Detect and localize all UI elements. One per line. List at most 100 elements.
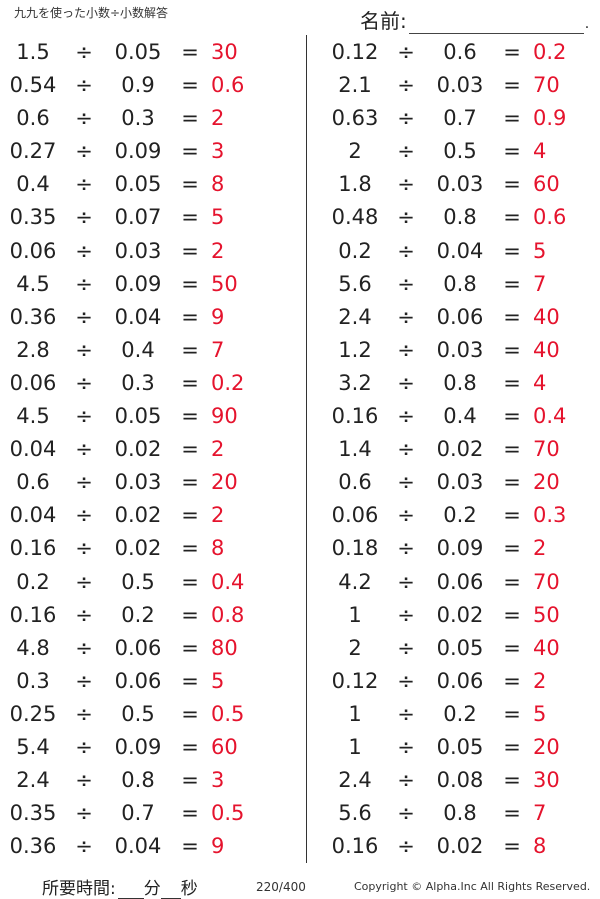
dividend: 4.2 [338, 569, 372, 594]
divisor: 0.02 [114, 503, 162, 528]
name-label: 名前: [360, 9, 407, 33]
problem-row: 0.2 ÷ 0.04 = 5 [322, 235, 600, 268]
dividend: 0.63 [331, 106, 379, 131]
dividend: 0.6 [16, 106, 50, 131]
dividend: 0.16 [9, 536, 57, 561]
page-number: 220/400 [256, 880, 306, 894]
problem-row: 3.2 ÷ 0.8 = 4 [322, 367, 600, 400]
problem-row: 0.3 ÷ 0.06 = 5 [0, 665, 300, 698]
problem-row: 0.16 ÷ 0.2 = 0.8 [0, 599, 300, 632]
dividend: 3.2 [338, 370, 372, 395]
equals-sign: = [181, 205, 199, 230]
divisor: 0.03 [436, 337, 484, 362]
problem-row: 4.2 ÷ 0.06 = 70 [322, 566, 600, 599]
problem-row: 0.12 ÷ 0.6 = 0.2 [322, 36, 600, 69]
divisor: 0.8 [443, 271, 477, 296]
problem-row: 1 ÷ 0.2 = 5 [322, 698, 600, 731]
dividend: 0.25 [9, 701, 57, 726]
divide-sign: ÷ [397, 668, 415, 693]
divide-sign: ÷ [397, 238, 415, 263]
answer: 4 [533, 370, 547, 395]
divide-sign: ÷ [397, 470, 415, 495]
name-dot: . [584, 16, 590, 32]
divide-sign: ÷ [75, 139, 93, 164]
divisor: 0.3 [121, 106, 155, 131]
answer: 0.9 [533, 106, 567, 131]
dividend: 0.16 [9, 602, 57, 627]
worksheet-title: 九九を使った小数÷小数解答 [14, 6, 169, 20]
problem-row: 0.27 ÷ 0.09 = 3 [0, 135, 300, 168]
answer: 7 [533, 271, 547, 296]
time-taken-field: 所要時間: 分秒 [42, 874, 198, 899]
divisor: 0.08 [436, 768, 484, 793]
answer: 0.4 [211, 569, 245, 594]
divide-sign: ÷ [397, 701, 415, 726]
dividend: 1 [348, 701, 362, 726]
problem-row: 0.36 ÷ 0.04 = 9 [0, 301, 300, 334]
dividend: 0.4 [16, 172, 50, 197]
answer: 5 [533, 238, 547, 263]
dividend: 0.36 [9, 834, 57, 859]
divisor: 0.7 [121, 801, 155, 826]
divide-sign: ÷ [397, 304, 415, 329]
divide-sign: ÷ [75, 73, 93, 98]
divide-sign: ÷ [397, 602, 415, 627]
dividend: 0.2 [16, 569, 50, 594]
equals-sign: = [181, 337, 199, 362]
problem-row: 0.16 ÷ 0.02 = 8 [0, 532, 300, 565]
divisor: 0.06 [436, 668, 484, 693]
problem-row: 0.6 ÷ 0.03 = 20 [0, 466, 300, 499]
dividend: 2 [348, 635, 362, 660]
answer: 60 [211, 734, 238, 759]
answer: 20 [533, 470, 560, 495]
equals-sign: = [503, 503, 521, 528]
divide-sign: ÷ [397, 106, 415, 131]
answer: 0.4 [533, 404, 567, 429]
answer: 8 [533, 834, 547, 859]
dividend: 4.8 [16, 635, 50, 660]
problem-row: 1 ÷ 0.02 = 50 [322, 599, 600, 632]
problem-row: 1.2 ÷ 0.03 = 40 [322, 334, 600, 367]
problem-row: 0.6 ÷ 0.3 = 2 [0, 102, 300, 135]
problem-row: 4.5 ÷ 0.05 = 90 [0, 400, 300, 433]
dividend: 0.6 [338, 470, 372, 495]
dividend: 0.16 [331, 834, 379, 859]
divide-sign: ÷ [397, 139, 415, 164]
answer: 0.8 [211, 602, 245, 627]
answer: 9 [211, 304, 225, 329]
equals-sign: = [503, 73, 521, 98]
divide-sign: ÷ [397, 569, 415, 594]
divisor: 0.05 [436, 734, 484, 759]
equals-sign: = [181, 470, 199, 495]
divisor: 0.07 [114, 205, 162, 230]
equals-sign: = [181, 304, 199, 329]
equals-sign: = [503, 834, 521, 859]
name-blank-line[interactable] [408, 15, 584, 34]
answer: 8 [211, 536, 225, 561]
divide-sign: ÷ [75, 635, 93, 660]
problem-row: 0.54 ÷ 0.9 = 0.6 [0, 69, 300, 102]
divisor: 0.04 [436, 238, 484, 263]
answer: 9 [211, 834, 225, 859]
seconds-blank[interactable] [160, 882, 181, 899]
problem-row: 0.12 ÷ 0.06 = 2 [322, 665, 600, 698]
answer: 4 [533, 139, 547, 164]
minutes-blank[interactable] [117, 882, 144, 899]
dividend: 1 [348, 602, 362, 627]
divisor: 0.9 [121, 73, 155, 98]
problem-row: 0.18 ÷ 0.09 = 2 [322, 532, 600, 565]
equals-sign: = [503, 139, 521, 164]
answer: 2 [533, 536, 547, 561]
dividend: 2.4 [338, 304, 372, 329]
dividend: 1.2 [338, 337, 372, 362]
dividend: 2 [348, 139, 362, 164]
answer: 60 [533, 172, 560, 197]
equals-sign: = [181, 271, 199, 296]
divisor: 0.4 [443, 404, 477, 429]
dividend: 5.6 [338, 801, 372, 826]
divide-sign: ÷ [75, 271, 93, 296]
answer: 0.5 [211, 801, 245, 826]
divisor: 0.06 [114, 635, 162, 660]
equals-sign: = [181, 40, 199, 64]
equals-sign: = [181, 569, 199, 594]
